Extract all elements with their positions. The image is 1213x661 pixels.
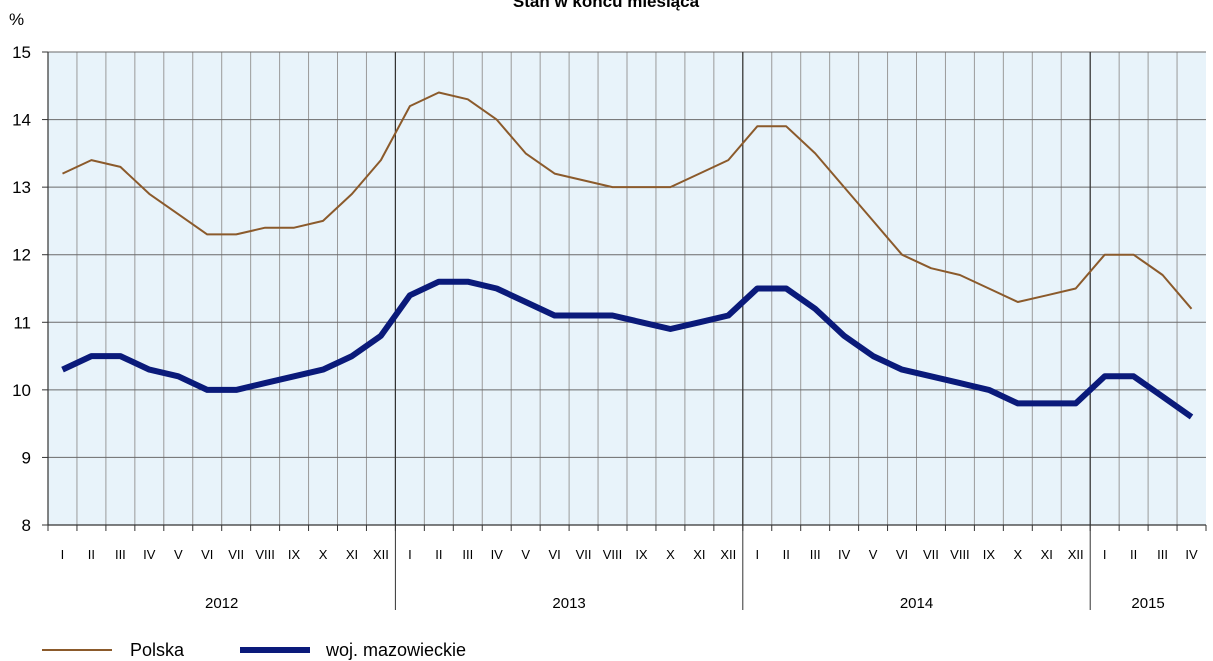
- x-tick-label: I: [1103, 547, 1107, 562]
- x-tick-label: VIII: [255, 547, 275, 562]
- x-tick-label: XII: [373, 547, 389, 562]
- x-tick-label: V: [869, 547, 878, 562]
- x-tick-label: VI: [201, 547, 213, 562]
- x-tick-label: I: [408, 547, 412, 562]
- x-tick-label: IV: [838, 547, 851, 562]
- year-group-label: 2015: [1131, 595, 1164, 612]
- y-tick-label: 8: [22, 516, 31, 535]
- year-group-label: 2014: [900, 595, 933, 612]
- x-tick-label: II: [1130, 547, 1137, 562]
- y-axis-unit-label: %: [9, 10, 24, 29]
- x-tick-label: VII: [228, 547, 244, 562]
- x-tick-label: VI: [548, 547, 560, 562]
- x-tick-label: II: [435, 547, 442, 562]
- x-tick-label: I: [61, 547, 65, 562]
- x-tick-label: X: [319, 547, 328, 562]
- y-tick-label: 9: [22, 448, 31, 467]
- x-tick-label: IV: [1185, 547, 1198, 562]
- x-tick-label: VIII: [950, 547, 970, 562]
- x-tick-label: IX: [635, 547, 648, 562]
- series-line-polska: [62, 91, 1193, 310]
- x-tick-label: IV: [491, 547, 504, 562]
- x-tick-label: IV: [143, 547, 156, 562]
- x-tick-label: III: [115, 547, 126, 562]
- x-tick-label: VII: [923, 547, 939, 562]
- y-tick-label: 14: [12, 111, 31, 130]
- x-tick-label: XI: [346, 547, 358, 562]
- x-tick-label: XII: [1068, 547, 1084, 562]
- series-line-mazowieckie: [61, 278, 1194, 420]
- year-group-label: 2013: [552, 595, 585, 612]
- legend-label: woj. mazowieckie: [325, 640, 466, 660]
- y-tick-label: 15: [12, 43, 31, 62]
- x-tick-label: I: [755, 547, 759, 562]
- y-tick-label: 13: [12, 178, 31, 197]
- x-tick-label: II: [88, 547, 95, 562]
- chart-title: Stan w końcu miesiąca: [513, 0, 700, 11]
- year-group-label: 2012: [205, 595, 238, 612]
- x-tick-label: X: [666, 547, 675, 562]
- x-tick-label: VIII: [603, 547, 623, 562]
- x-tick-label: VI: [896, 547, 908, 562]
- x-tick-label: III: [810, 547, 821, 562]
- x-tick-label: XI: [693, 547, 705, 562]
- y-tick-label: 12: [12, 246, 31, 265]
- x-tick-label: III: [1157, 547, 1168, 562]
- y-tick-label: 11: [13, 313, 31, 332]
- x-tick-label: XII: [720, 547, 736, 562]
- x-tick-label: VII: [576, 547, 592, 562]
- x-tick-label: II: [783, 547, 790, 562]
- x-tick-label: X: [1013, 547, 1022, 562]
- y-tick-label: 10: [12, 381, 31, 400]
- x-tick-label: V: [174, 547, 183, 562]
- x-tick-label: IX: [983, 547, 996, 562]
- x-tick-label: XI: [1041, 547, 1053, 562]
- x-tick-label: III: [462, 547, 473, 562]
- x-tick-label: IX: [288, 547, 301, 562]
- x-tick-label: V: [521, 547, 530, 562]
- legend-label: Polska: [130, 640, 185, 660]
